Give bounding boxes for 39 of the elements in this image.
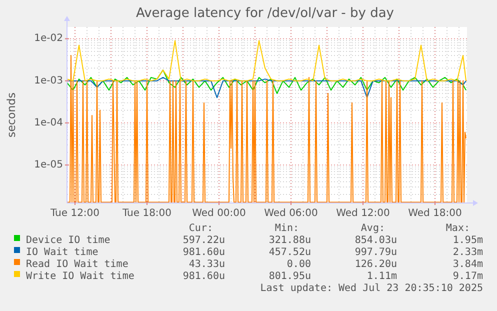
y-tick-label: 1e-05 bbox=[34, 159, 63, 170]
x-tick-label: Wed 00:00 bbox=[192, 208, 246, 219]
y-tick-label: 1e-03 bbox=[34, 75, 63, 86]
text: 981.60u bbox=[182, 247, 225, 258]
chart-title: Average latency for /dev/ol/var - by day bbox=[136, 6, 394, 21]
text: 126.20u bbox=[354, 259, 397, 270]
text: 801.95u bbox=[268, 271, 311, 282]
text: Last update: Wed Jul 23 20:35:10 2025 bbox=[260, 283, 483, 294]
text: 1.11m bbox=[366, 271, 397, 282]
x-tick-label: Tue 18:00 bbox=[121, 208, 172, 219]
text: 321.88u bbox=[268, 235, 311, 246]
legend-label: IO Wait time bbox=[26, 247, 98, 258]
x-tick-label: Wed 18:00 bbox=[408, 208, 462, 219]
text: 854.03u bbox=[354, 235, 397, 246]
text: 9.17m bbox=[452, 271, 483, 282]
text: 0.00 bbox=[286, 259, 311, 270]
text: 43.33u bbox=[188, 259, 225, 270]
y-tick-label: 1e-04 bbox=[34, 117, 63, 128]
text: Min: bbox=[274, 223, 299, 234]
legend-label: Write IO Wait time bbox=[26, 271, 134, 282]
line-series bbox=[66, 70, 466, 94]
text: Cur: bbox=[188, 223, 213, 234]
x-tick-label: Tue 12:00 bbox=[49, 208, 100, 219]
legend-label: Device IO time bbox=[26, 235, 110, 246]
text: Max: bbox=[446, 223, 470, 234]
text: 457.52u bbox=[268, 247, 311, 258]
text: 997.79u bbox=[354, 247, 397, 258]
y-tick-label: 1e-02 bbox=[34, 33, 63, 44]
line-series bbox=[66, 40, 466, 82]
x-tick-label: Wed 12:00 bbox=[336, 208, 390, 219]
text: 1.95m bbox=[452, 235, 483, 246]
text: 2.33m bbox=[452, 247, 483, 258]
text: 597.22u bbox=[182, 235, 225, 246]
text: 981.60u bbox=[182, 271, 225, 282]
text: Avg: bbox=[360, 223, 385, 234]
legend-label: Read IO Wait time bbox=[26, 259, 128, 270]
text: 3.84m bbox=[452, 259, 483, 270]
x-tick-label: Wed 06:00 bbox=[264, 208, 318, 219]
y-axis-title: seconds bbox=[5, 92, 18, 138]
